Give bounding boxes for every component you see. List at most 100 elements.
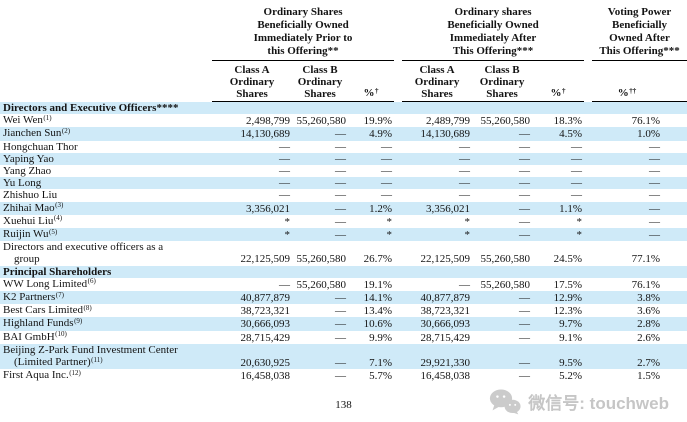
cell: —: [519, 189, 531, 202]
cell: 12.9%: [553, 292, 583, 305]
cell: —: [459, 140, 471, 153]
cell: —: [335, 202, 346, 215]
cell: 1.2%: [369, 202, 393, 215]
cell: —: [519, 165, 531, 178]
spacer: [584, 344, 592, 369]
cell: 16,458,038: [240, 370, 291, 383]
cell: 10.6%: [363, 318, 393, 331]
spacer: [394, 215, 402, 228]
row-label: Yaping Yao: [3, 152, 54, 165]
cell: —: [335, 177, 346, 190]
cell: —: [571, 177, 583, 190]
col-header-classA-prior: Class A Ordinary Shares: [212, 60, 292, 102]
cell: —: [279, 189, 290, 202]
cell: *: [386, 229, 393, 242]
cell: 1.5%: [637, 370, 661, 383]
cell: 77.1%: [631, 253, 661, 266]
cell: 22,125,509: [240, 253, 291, 266]
section-label: Directors and Executive Officers****: [3, 102, 179, 114]
cell: 55,260,580: [296, 278, 347, 291]
group-title-line: Beneficially Owned: [447, 19, 539, 31]
group-title-line: Voting Power: [607, 6, 672, 18]
cell: 9.9%: [369, 331, 393, 344]
cell: 5.7%: [369, 370, 393, 383]
cell: —: [381, 177, 393, 190]
cell: 28,715,429: [420, 331, 471, 344]
cell: 40,877,879: [240, 292, 291, 305]
col-group-after-offering: Ordinary shares Beneficially Owned Immed…: [402, 6, 585, 61]
cell: —: [649, 189, 661, 202]
cell: —: [381, 189, 393, 202]
group-title-line: Beneficially: [612, 19, 668, 31]
cell: 5.2%: [559, 370, 583, 383]
cell: 20,630,925: [240, 357, 291, 370]
spacer: [584, 215, 592, 228]
cell: 26.7%: [363, 253, 393, 266]
spacer: [584, 291, 592, 304]
cell: 4.5%: [559, 128, 583, 141]
page-number: 138: [335, 399, 352, 412]
spacer: [662, 153, 687, 165]
cell: 55,260,580: [296, 253, 347, 266]
spacer: [584, 127, 592, 140]
cell: —: [335, 357, 346, 370]
spacer: [394, 241, 402, 265]
cell: —: [335, 165, 346, 178]
spacer: [662, 331, 687, 344]
column-gap: [394, 61, 402, 102]
table-row: First Aqua Inc.(12) 16,458,038 — 5.7% 16…: [0, 368, 687, 383]
spacer: [584, 202, 592, 215]
group-title-line: This Offering***: [599, 45, 680, 57]
spacer: [662, 291, 687, 304]
row-label: Xuehui Liu(4): [3, 214, 63, 227]
cell: —: [459, 165, 471, 178]
spacer: [584, 165, 592, 177]
spacer: [394, 165, 402, 177]
cell: —: [519, 357, 531, 370]
cell: 24.5%: [553, 253, 583, 266]
spacer: [394, 278, 402, 291]
section-row-principal-shareholders: Principal Shareholders: [0, 265, 687, 278]
col-header-pct-prior: %†: [348, 60, 395, 102]
cell: 3.6%: [637, 305, 661, 318]
table-row: Beijing Z-Park Fund Investment Center (Li…: [0, 343, 687, 370]
spacer: [584, 177, 592, 189]
spacer: [584, 304, 592, 317]
watermark-text: 微信号: touchweb: [528, 394, 669, 413]
column-group-header-row: Ordinary Shares Beneficially Owned Immed…: [0, 6, 687, 61]
cell: 2,498,799: [246, 115, 290, 128]
table-row: Best Cars Limited(8) 38,723,321 — 13.4% …: [0, 304, 687, 318]
row-label: BAI GmbH(10): [3, 330, 67, 343]
row-label: Directors and executive officers as a gro…: [3, 241, 164, 266]
label-column-header: [0, 61, 212, 102]
col-header-voting-pct: %††: [592, 60, 687, 102]
table-row: Highland Funds(9) 30,666,093 — 10.6% 30,…: [0, 317, 687, 331]
cell: 14,130,689: [420, 128, 471, 141]
cell: —: [649, 177, 661, 190]
spacer: [662, 202, 687, 215]
cell: 28,715,429: [240, 331, 291, 344]
cell: —: [279, 140, 290, 153]
cell: —: [335, 152, 346, 165]
spacer: [394, 141, 402, 153]
cell: —: [649, 229, 661, 242]
cell: 55,260,580: [480, 278, 531, 291]
cell: *: [284, 229, 291, 242]
row-label: First Aqua Inc.(12): [3, 368, 81, 382]
cell: 16,458,038: [420, 370, 471, 383]
spacer: [584, 278, 592, 291]
spacer: [394, 369, 402, 382]
cell: 38,723,321: [420, 305, 471, 318]
row-label: Jianchen Sun(2): [3, 126, 71, 140]
cell: —: [335, 140, 346, 153]
cell: 9.1%: [559, 331, 583, 344]
cell: 55,260,580: [296, 115, 347, 128]
spacer: [394, 228, 402, 241]
cell: —: [335, 189, 346, 202]
table-row-group-total: Directors and executive officers as a gro…: [0, 241, 687, 265]
cell: 9.7%: [559, 318, 583, 331]
spacer: [394, 114, 402, 127]
spacer: [662, 369, 687, 382]
cell: —: [279, 152, 290, 165]
column-gap: [584, 6, 592, 61]
